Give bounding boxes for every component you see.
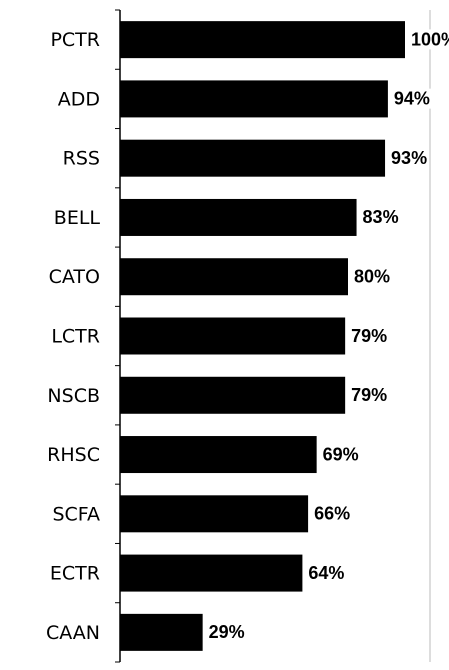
y-tick-label: PCTR xyxy=(50,29,100,51)
bar xyxy=(120,317,346,355)
bar xyxy=(120,554,303,592)
value-label: 29% xyxy=(209,622,245,642)
y-tick-label: ADD xyxy=(58,88,100,110)
value-label-bg xyxy=(206,622,247,643)
value-label-bg xyxy=(312,503,353,524)
value-label-bg xyxy=(360,207,401,228)
value-label: 93% xyxy=(391,148,427,168)
plot-area: PCTR 100% ADD 94% RSS 93% BELL 83% CATO 80% LCTR 79… xyxy=(46,9,449,663)
bar xyxy=(120,139,386,177)
value-label: 83% xyxy=(363,207,399,227)
value-label-bg xyxy=(306,562,347,583)
bar xyxy=(120,80,388,118)
y-tick-label: RHSC xyxy=(47,444,100,466)
y-tick-label: SCFA xyxy=(52,503,100,525)
bar xyxy=(120,198,357,236)
y-tick-label: RSS xyxy=(63,148,100,170)
value-label: 64% xyxy=(308,563,344,583)
value-label-bg xyxy=(389,147,430,168)
y-tick-label: BELL xyxy=(54,207,101,229)
y-tick-label: LCTR xyxy=(51,326,100,348)
bar xyxy=(120,495,309,533)
value-label: 80% xyxy=(354,266,390,286)
bar xyxy=(120,436,317,474)
value-label: 79% xyxy=(351,385,387,405)
value-label: 94% xyxy=(394,89,430,109)
value-label: 100% xyxy=(411,29,449,49)
bar xyxy=(120,613,203,651)
value-label: 79% xyxy=(351,326,387,346)
value-label-bg xyxy=(352,266,393,287)
y-tick-label: NSCB xyxy=(47,385,100,407)
value-label-bg xyxy=(349,385,390,406)
bar xyxy=(120,21,405,59)
value-label-bg xyxy=(320,444,361,465)
y-tick-label: CAAN xyxy=(46,622,100,644)
y-tick-label: ECTR xyxy=(50,563,100,585)
value-label: 69% xyxy=(323,444,359,464)
value-label: 66% xyxy=(314,504,350,524)
y-tick-label: CATO xyxy=(49,266,100,288)
bar xyxy=(120,376,346,414)
value-label-bg xyxy=(349,325,390,346)
value-label-bg xyxy=(409,29,449,50)
bar xyxy=(120,258,348,296)
value-label-bg xyxy=(391,88,432,109)
